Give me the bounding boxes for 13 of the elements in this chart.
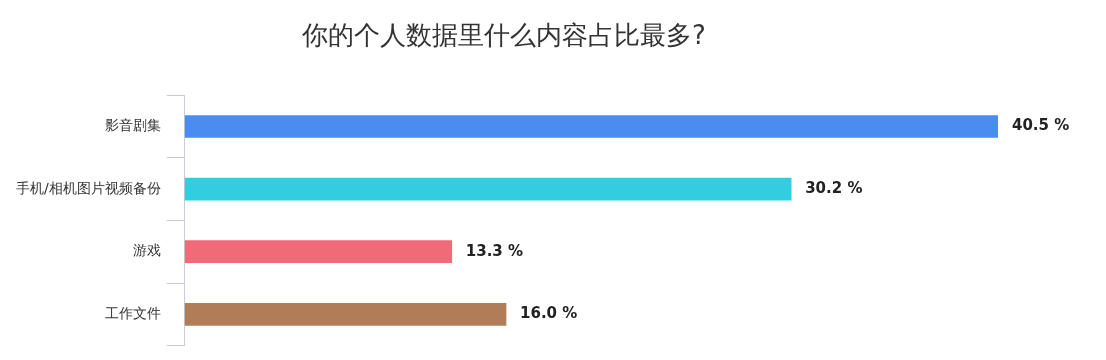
data-label: 13.3 %	[465, 241, 524, 260]
y-tick-label: 游戏	[132, 242, 161, 259]
bar	[184, 240, 453, 264]
data-label: 16.0 %	[520, 304, 578, 323]
y-tick-label: 手机/相机图片视频备份	[16, 179, 161, 196]
y-tick-label: 影音剧集	[104, 117, 161, 134]
bar	[184, 115, 998, 138]
data-label: 30.2 %	[805, 178, 863, 197]
data-label: 40.5 %	[1012, 116, 1070, 135]
chart-title: 你的个人数据里什么内容占比最多?	[301, 20, 706, 51]
y-tick-label: 工作文件	[104, 304, 161, 321]
bar	[184, 177, 792, 201]
bar	[184, 302, 507, 326]
